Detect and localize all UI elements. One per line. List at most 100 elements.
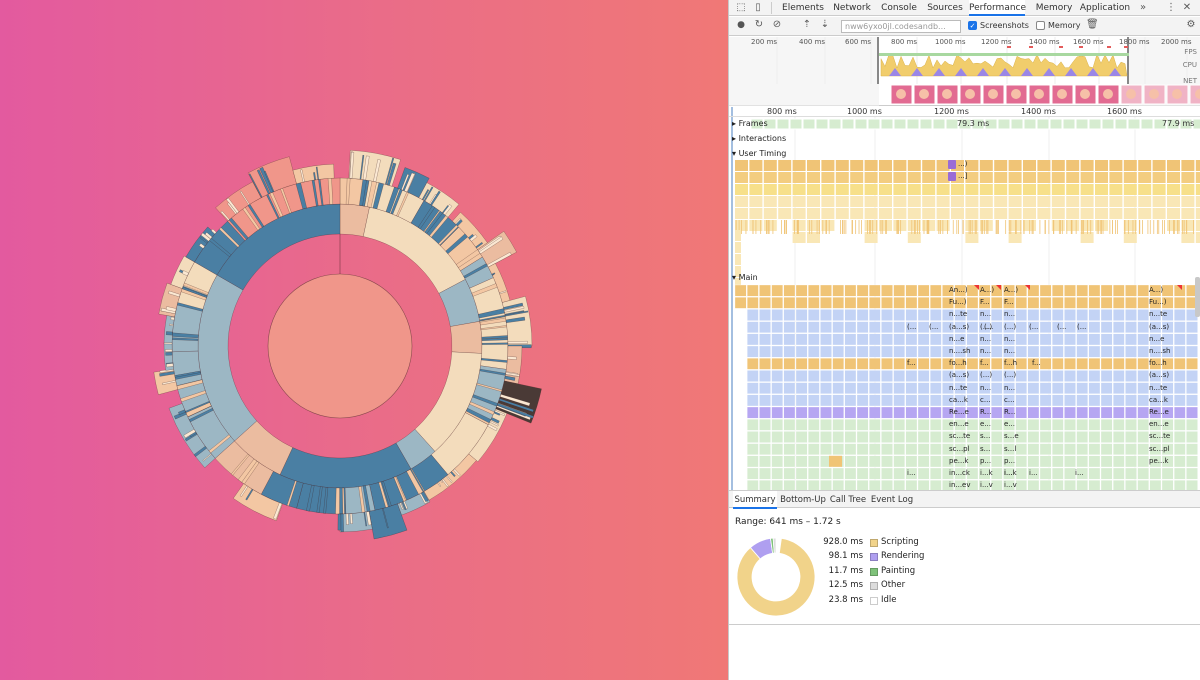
flame-block[interactable] xyxy=(1113,467,1125,480)
flame-block[interactable] xyxy=(1186,406,1198,419)
frame-block[interactable] xyxy=(893,118,907,130)
flame-block[interactable] xyxy=(1100,419,1113,431)
flame-block[interactable] xyxy=(1027,370,1040,382)
flame-block[interactable] xyxy=(747,358,759,370)
flame-block[interactable] xyxy=(795,480,808,490)
flame-block[interactable] xyxy=(1052,358,1064,370)
flame-block[interactable] xyxy=(893,406,905,419)
flame-block[interactable] xyxy=(844,467,857,480)
flame-block[interactable] xyxy=(795,419,808,431)
flame-block[interactable] xyxy=(844,394,857,407)
flame-block[interactable] xyxy=(1125,297,1137,309)
flame-block[interactable] xyxy=(978,321,991,333)
flame-block[interactable] xyxy=(1076,284,1088,297)
flame-block[interactable] xyxy=(978,345,991,358)
flame-block[interactable] xyxy=(978,431,991,443)
flame-block[interactable] xyxy=(1003,467,1015,480)
flame-block[interactable] xyxy=(869,284,881,297)
user-timing-block[interactable] xyxy=(850,184,864,195)
more-tabs-icon[interactable]: » xyxy=(1139,2,1147,13)
flame-block[interactable] xyxy=(1076,345,1088,358)
flame-block[interactable] xyxy=(1076,431,1088,443)
flame-block[interactable] xyxy=(893,284,905,297)
flame-block[interactable] xyxy=(1015,358,1027,370)
flame-block[interactable] xyxy=(856,309,869,321)
flame-block[interactable] xyxy=(783,345,796,358)
flame-block[interactable] xyxy=(881,443,893,455)
flame-block[interactable] xyxy=(1113,370,1125,382)
sunburst-thin-segment[interactable] xyxy=(373,159,381,183)
flame-block[interactable] xyxy=(747,455,759,468)
user-timing-block[interactable] xyxy=(864,220,878,231)
settings-gear-icon[interactable]: ⚙ xyxy=(1186,19,1196,30)
flame-block[interactable] xyxy=(1137,467,1149,480)
user-timing-block[interactable] xyxy=(1066,160,1080,171)
user-timing-block[interactable] xyxy=(807,184,820,195)
flame-block[interactable] xyxy=(1100,345,1113,358)
flame-block[interactable] xyxy=(856,370,869,382)
tab-console[interactable]: Console xyxy=(881,3,917,13)
sunburst-thin-segment[interactable] xyxy=(199,236,209,244)
flame-block[interactable] xyxy=(978,443,991,455)
user-timing-block[interactable] xyxy=(1095,208,1108,219)
flame-block[interactable] xyxy=(954,333,966,346)
user-timing-block[interactable] xyxy=(735,196,748,207)
user-timing-block[interactable] xyxy=(1123,160,1137,171)
user-timing-block[interactable] xyxy=(792,160,806,171)
flame-block[interactable] xyxy=(1186,419,1198,431)
flame-block[interactable] xyxy=(1039,284,1052,297)
user-timing-block[interactable] xyxy=(1037,184,1051,195)
flame-block[interactable] xyxy=(820,284,832,297)
flame-block[interactable] xyxy=(759,284,771,297)
flame-block[interactable] xyxy=(893,382,905,394)
flame-block[interactable] xyxy=(832,467,844,480)
flame-block[interactable] xyxy=(1015,382,1027,394)
flame-block[interactable] xyxy=(930,284,942,297)
flame-block[interactable] xyxy=(1088,345,1101,358)
flame-block[interactable] xyxy=(966,345,979,358)
user-timing-block[interactable] xyxy=(763,220,777,231)
flame-block[interactable] xyxy=(893,297,905,309)
user-timing-block[interactable] xyxy=(1023,184,1036,195)
flame-block[interactable] xyxy=(966,406,979,419)
flame-block[interactable] xyxy=(1125,467,1137,480)
flame-block[interactable] xyxy=(966,321,979,333)
user-timing-block[interactable] xyxy=(893,160,907,171)
flame-block[interactable] xyxy=(1100,284,1113,297)
flame-block[interactable] xyxy=(905,406,918,419)
user-timing-block[interactable] xyxy=(1152,208,1166,219)
user-timing-block[interactable] xyxy=(807,232,820,243)
flame-block[interactable] xyxy=(1039,443,1052,455)
flame-block[interactable] xyxy=(978,333,991,346)
sunburst-thin-segment[interactable] xyxy=(181,270,189,277)
flame-block[interactable] xyxy=(930,394,942,407)
flame-block[interactable] xyxy=(1186,443,1198,455)
flame-block[interactable] xyxy=(1039,333,1052,346)
frame-block[interactable] xyxy=(958,118,972,130)
flame-block[interactable] xyxy=(917,345,930,358)
user-timing-block[interactable] xyxy=(735,208,748,219)
sunburst-thin-segment[interactable] xyxy=(237,458,258,483)
sunburst-thin-segment[interactable] xyxy=(273,502,283,520)
interactions-track-label[interactable]: ▸ Interactions xyxy=(732,134,787,143)
flame-block[interactable] xyxy=(783,467,796,480)
flame-block[interactable] xyxy=(808,455,820,468)
flame-block[interactable] xyxy=(808,297,820,309)
flame-block[interactable] xyxy=(1015,321,1027,333)
flame-block[interactable] xyxy=(1064,321,1076,333)
flame-block[interactable] xyxy=(1149,370,1162,382)
flame-block[interactable] xyxy=(820,358,832,370)
user-timing-block[interactable] xyxy=(735,184,748,195)
sunburst-thin-segment[interactable] xyxy=(239,485,249,497)
flame-block[interactable] xyxy=(1161,321,1174,333)
flame-block[interactable] xyxy=(1149,333,1162,346)
user-timing-block[interactable] xyxy=(951,160,964,171)
user-timing-block[interactable] xyxy=(1080,208,1094,219)
flame-block[interactable] xyxy=(1064,394,1076,407)
sunburst-thin-segment[interactable] xyxy=(210,228,217,235)
flame-block[interactable] xyxy=(1161,284,1174,297)
user-timing-block[interactable] xyxy=(1167,208,1180,219)
flame-block[interactable] xyxy=(856,345,869,358)
flame-block[interactable] xyxy=(930,370,942,382)
user-timing-block[interactable] xyxy=(778,208,792,219)
